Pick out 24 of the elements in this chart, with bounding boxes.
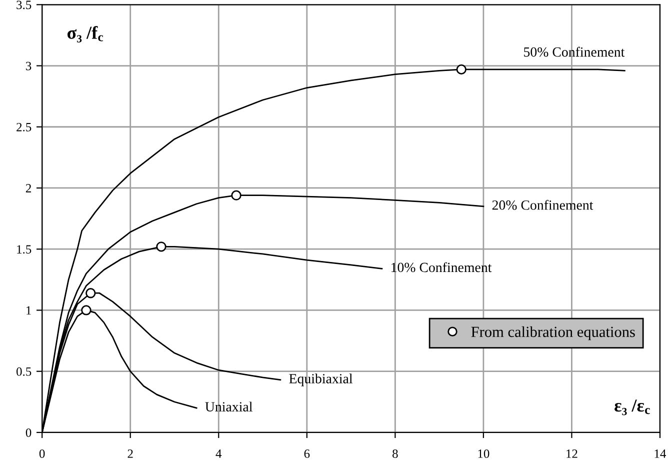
y-tick-label: 3	[26, 62, 32, 70]
y-tick-label: 0	[26, 428, 32, 437]
series-label: Equibiaxial	[289, 374, 352, 386]
x-tick-label: 12	[566, 450, 578, 458]
x-tick-label: 6	[304, 450, 310, 458]
x-tick-label: 10	[478, 449, 490, 458]
y-tick-label: 3.5	[16, 0, 32, 10]
y-tick-label: 1.5	[17, 245, 32, 254]
x-tick-label: 14	[654, 450, 666, 458]
series-label: 50% Confinement	[524, 46, 625, 57]
y-tick-label: 0.5	[16, 367, 32, 376]
series-label: Uniaxial	[205, 402, 252, 412]
y-tick-label: 2.5	[16, 122, 32, 132]
y-tick-label: 2	[26, 184, 31, 192]
x-tick-label: 4	[216, 450, 222, 458]
legend-label: From calibration equations	[471, 326, 635, 340]
series-label: 10% Confinement	[391, 262, 492, 272]
x-tick-label: 2	[128, 450, 133, 458]
x-axis-title: ε₃ /ε$_{c}$	[614, 400, 650, 416]
series-label: 20% Confinement	[492, 200, 594, 210]
x-tick-label: 0	[39, 449, 45, 458]
y-tick-label: 1	[26, 306, 31, 315]
x-tick-label: 8	[392, 449, 398, 458]
y-axis-title: σ₃ /f$_{c}$	[67, 26, 104, 42]
